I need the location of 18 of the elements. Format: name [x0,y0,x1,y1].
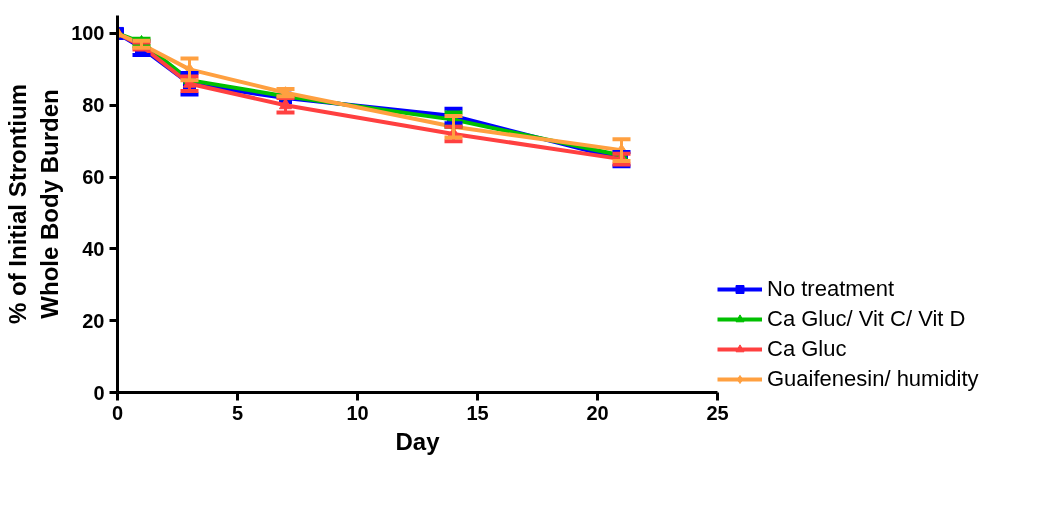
y-tick-label: 60 [82,166,105,189]
x-tick-label: 25 [706,401,729,424]
x-tick-label: 10 [346,401,369,424]
y-tick-label: 40 [82,237,105,260]
y-tick-label: 80 [82,94,105,117]
legend-label: Ca Gluc [767,336,847,362]
x-tick-label: 20 [586,401,609,424]
y-tick-label: 20 [82,309,105,332]
x-tick-label: 0 [111,401,124,424]
x-tick-label: 15 [466,401,489,424]
legend-label: Guaifenesin/ humidity [767,366,979,392]
y-axis-title: % of Initial Strontium Whole Body Burden [3,83,64,324]
legend-label: No treatment [767,276,895,302]
x-tick-label: 5 [231,401,244,424]
y-tick-label: 0 [93,381,105,404]
legend-label: Ca Gluc/ Vit C/ Vit D [767,306,966,332]
y-tick-label: 100 [71,22,105,45]
x-axis-title: Day [395,427,441,455]
